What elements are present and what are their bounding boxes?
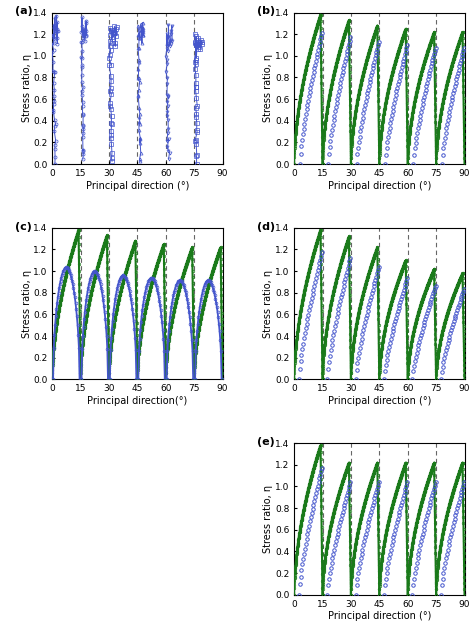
Y-axis label: Stress ratio, η: Stress ratio, η [21, 270, 31, 337]
Y-axis label: Stress ratio, η: Stress ratio, η [21, 54, 31, 123]
Y-axis label: Stress ratio, η: Stress ratio, η [264, 270, 273, 337]
X-axis label: Principal direction (°): Principal direction (°) [328, 612, 431, 622]
Y-axis label: Stress ratio, η: Stress ratio, η [264, 485, 273, 553]
Text: (e): (e) [256, 437, 274, 447]
X-axis label: Principal direction (°): Principal direction (°) [328, 396, 431, 406]
Text: (c): (c) [15, 222, 32, 232]
X-axis label: Principal direction (°): Principal direction (°) [328, 181, 431, 191]
Text: (b): (b) [256, 6, 275, 16]
Text: (a): (a) [15, 6, 32, 16]
X-axis label: Principal direction (°): Principal direction (°) [86, 181, 189, 191]
Y-axis label: Stress ratio, η: Stress ratio, η [264, 54, 273, 123]
Text: (d): (d) [256, 222, 275, 232]
X-axis label: Principal direction(°): Principal direction(°) [87, 396, 188, 406]
